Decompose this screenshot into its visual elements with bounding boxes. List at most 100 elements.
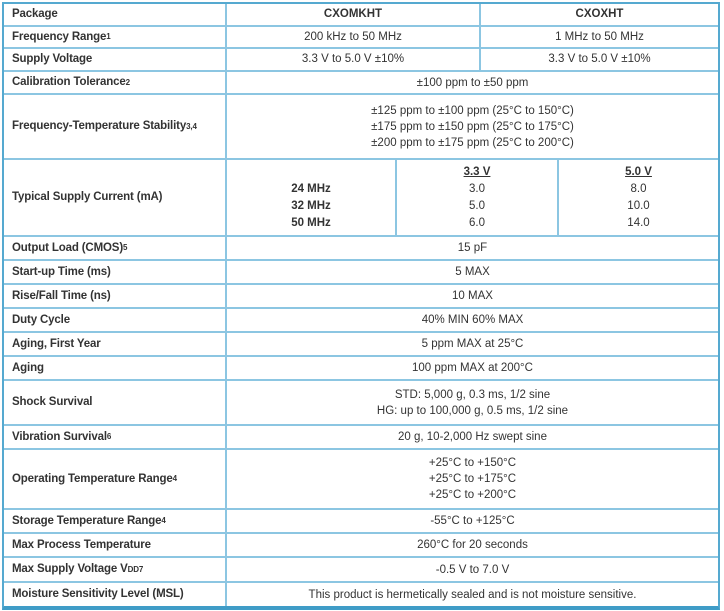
supply-current-value: 14.0 [627,216,650,229]
spacer [309,164,312,181]
table-row: Frequency-Temperature Stability 3,4 ±125 p… [4,95,718,160]
row-value-line: 100 ppm MAX at 200°C [412,362,533,374]
row-value-line: -55°C to +125°C [430,515,515,527]
table-row: Typical Supply Current (mA) 24 MHz 32 MHz… [4,160,718,237]
row-value-line: +25°C to +175°C [428,473,517,485]
row-label-text: Rise/Fall Time (ns) [12,289,111,302]
row-value-line: 10 MAX [452,290,493,302]
row-value-line: +25°C to +200°C [428,489,517,501]
supply-current-frequency-label: 24 MHz [291,182,331,195]
row-value: +25°C to +150°C +25°C to +175°C +25°C to +… [225,450,718,508]
row-value-line: -0.5 V to 7.0 V [435,563,510,576]
row-value: 1 MHz to 50 MHz [479,27,718,47]
row-label-text: Start-up Time (ms) [12,265,111,278]
supply-current-frequency-label: 32 MHz [291,199,331,212]
table-row: Aging, First Year 5 ppm MAX at 25°C [4,333,718,357]
row-label-text: Max Supply Voltage V [12,563,128,575]
supply-current-frequency-column: 24 MHz 32 MHz 50 MHz [225,160,395,235]
row-value: CXOMKHT [225,4,479,25]
row-value: ±100 ppm to ±50 ppm [225,72,718,93]
row-label: Typical Supply Current (mA) [4,160,225,235]
row-value: -0.5 V to 7.0 V [225,558,718,581]
row-value-line: 260°C for 20 seconds [417,539,528,551]
row-label: Package [4,4,225,25]
row-label-text: Shock Survival [12,396,93,408]
table-row: Moisture Sensitivity Level (MSL) This pro… [4,583,718,606]
row-value-line: 15 pF [457,242,488,254]
row-label-text: Package [12,8,58,20]
table-row: Operating Temperature Range 4 +25°C to +15… [4,450,718,510]
row-label-text: Max Process Temperature [12,538,151,551]
row-value: 3.3 V to 5.0 V ±10% [225,49,479,70]
row-label-text: Moisture Sensitivity Level (MSL) [12,588,184,600]
row-label: Max Process Temperature [4,534,225,556]
row-label: Frequency Range 1 [12,30,111,43]
row-label: Storage Temperature Range 4 [12,514,166,527]
row-label-text: Supply Voltage [12,53,93,65]
row-value: 5 ppm MAX at 25°C [225,333,718,355]
row-label: Rise/Fall Time (ns) [4,285,225,307]
row-label-text: Calibration Tolerance [12,76,126,88]
row-value: CXOXHT [479,4,718,25]
row-value-line: This product is hermetically sealed and … [308,588,637,601]
supply-current-column-header: 3.3 V [463,165,491,178]
row-value: -55°C to +125°C [225,510,718,532]
table-row: Package CXOMKHT CXOXHT [4,4,718,27]
row-label: Operating Temperature Range 4 [12,472,177,485]
row-value: 260°C for 20 seconds [225,534,718,556]
row-value-line: ±100 ppm to ±50 ppm [416,76,529,89]
row-label: Start-up Time (ms) [4,261,225,283]
row-value: 15 pF [225,237,718,259]
supply-current-column-header: 5.0 V [625,165,652,178]
row-label-text: Aging, First Year [12,337,101,350]
row-label: Aging [4,357,225,379]
row-label: Output Load (CMOS) 5 [12,241,128,254]
supply-current-value: 5.0 [469,199,485,212]
row-value: This product is hermetically sealed and … [225,583,718,606]
supply-current-voltage-column: 5.0 V 8.0 10.0 14.0 [557,160,718,235]
supply-current-value: 6.0 [469,216,485,229]
row-label: Max Supply Voltage V DD 7 [12,563,144,575]
row-label: Aging, First Year [4,333,225,355]
row-value-line: 40% MIN 60% MAX [421,314,524,326]
row-label: Calibration Tolerance 2 [12,76,130,88]
row-value: 40% MIN 60% MAX [225,309,718,331]
row-label-text: Vibration Survival [12,430,107,443]
supply-current-value: 3.0 [469,182,485,195]
row-label: Vibration Survival 6 [12,430,112,443]
row-value-line: ±200 ppm to ±175 ppm (25°C to 200°C) [371,136,574,149]
row-value-line: +25°C to +150°C [428,457,517,469]
row-value-line: ±125 ppm to ±100 ppm (25°C to 150°C) [371,104,574,117]
row-label-text: Frequency Range [12,30,107,43]
supply-current-value: 10.0 [627,199,650,212]
row-value: 3.3 V to 5.0 V ±10% [479,49,718,70]
supply-current-frequency-label: 50 MHz [291,216,331,229]
row-value-line: 5 ppm MAX at 25°C [421,338,524,350]
table-row: Aging 100 ppm MAX at 200°C [4,357,718,381]
table-row: Vibration Survival 6 20 g, 10-2,000 Hz swe… [4,426,718,450]
row-label-text: Typical Supply Current (mA) [12,191,163,203]
table-row: Max Process Temperature 260°C for 20 seco… [4,534,718,558]
table-row: Supply Voltage 3.3 V to 5.0 V ±10% 3.3 V t… [4,49,718,72]
row-value-line: HG: up to 100,000 g, 0.5 ms, 1/2 sine [376,404,569,417]
table-row: Shock Survival STD: 5,000 g, 0.3 ms, 1/2 … [4,381,718,426]
row-label: Duty Cycle [4,309,225,331]
row-value-line: ±175 ppm to ±150 ppm (25°C to 175°C) [371,120,574,133]
table-row: Calibration Tolerance 2 ±100 ppm to ±50 pp… [4,72,718,95]
table-row: Storage Temperature Range 4 -55°C to +125°… [4,510,718,534]
row-value: 5 MAX [225,261,718,283]
table-row: Duty Cycle 40% MIN 60% MAX [4,309,718,333]
row-label: Moisture Sensitivity Level (MSL) [4,583,225,606]
row-value-line: STD: 5,000 g, 0.3 ms, 1/2 sine [394,388,551,401]
table-row: Max Supply Voltage V DD 7 -0.5 V to 7.0 V [4,558,718,583]
row-value: ±125 ppm to ±100 ppm (25°C to 150°C) ±175… [225,95,718,158]
row-value: 20 g, 10-2,000 Hz swept sine [225,426,718,448]
row-value: 100 ppm MAX at 200°C [225,357,718,379]
supply-current-voltage-column: 3.3 V 3.0 5.0 6.0 [395,160,557,235]
row-label-text: Output Load (CMOS) [12,241,123,254]
table-row: Frequency Range 1 200 kHz to 50 MHz 1 MHz t… [4,27,718,49]
row-label-text: Operating Temperature Range [12,472,173,485]
table-row: Output Load (CMOS) 5 15 pF [4,237,718,261]
row-label: Supply Voltage [4,49,225,70]
